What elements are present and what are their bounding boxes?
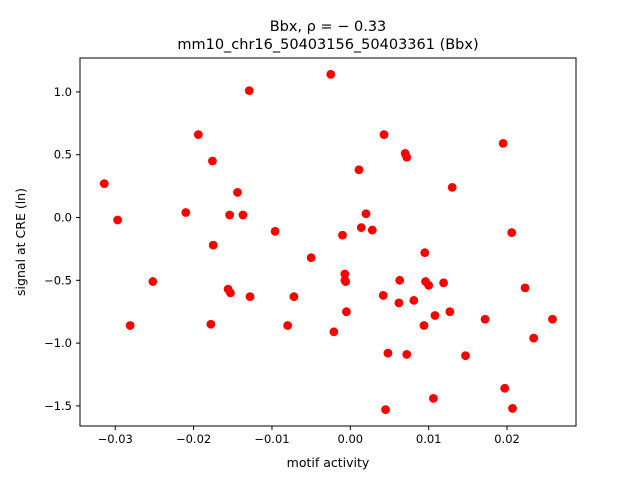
data-points — [99, 69, 557, 415]
data-point — [206, 319, 216, 329]
data-point — [244, 86, 254, 96]
data-point — [402, 350, 412, 359]
data-point — [306, 253, 316, 263]
data-point — [430, 311, 440, 320]
x-tick-label: −0.01 — [254, 432, 289, 446]
data-point — [125, 321, 135, 330]
data-point — [447, 182, 457, 192]
data-point — [420, 248, 430, 258]
plot-frame — [79, 57, 577, 427]
data-point — [356, 223, 366, 232]
data-point — [461, 351, 470, 361]
data-point — [270, 226, 280, 236]
y-tick-label: −1.5 — [44, 399, 72, 413]
data-point — [148, 277, 158, 286]
data-point — [394, 298, 404, 308]
data-point — [342, 307, 351, 317]
data-point — [381, 405, 390, 415]
data-point — [233, 187, 242, 197]
data-point — [529, 333, 539, 343]
data-point — [208, 240, 218, 250]
x-axis-label: motif activity — [287, 455, 370, 470]
data-point — [245, 292, 255, 302]
data-point — [226, 288, 235, 298]
data-point — [445, 307, 455, 317]
y-tick-label: −0.5 — [44, 273, 72, 287]
data-point — [383, 348, 393, 358]
x-tick-label: −0.03 — [98, 432, 133, 446]
data-point — [99, 179, 109, 189]
data-point — [340, 269, 350, 279]
chart-title-line2: mm10_chr16_50403156_50403361 (Bbx) — [177, 37, 478, 53]
y-tick-label: 0.0 — [54, 211, 72, 225]
data-point — [419, 321, 429, 330]
data-point — [326, 69, 336, 79]
data-point — [500, 383, 510, 393]
y-axis-ticks: −1.5 −1.0 −0.5 0.0 0.5 1.0 — [44, 85, 80, 413]
x-axis-ticks: −0.03 −0.02 −0.01 0.00 0.01 0.02 — [98, 426, 520, 446]
y-tick-label: −1.0 — [44, 336, 72, 350]
data-point — [225, 210, 235, 220]
data-point — [520, 283, 530, 293]
chart-title-line1: Bbx, ρ = − 0.33 — [270, 19, 387, 35]
data-point — [193, 130, 203, 140]
data-point — [208, 156, 217, 166]
data-point — [361, 209, 371, 219]
y-tick-label: 1.0 — [54, 85, 72, 99]
data-point — [181, 208, 191, 217]
x-tick-label: −0.02 — [176, 432, 211, 446]
data-point — [439, 278, 448, 288]
data-point — [289, 292, 299, 302]
data-point — [395, 275, 405, 285]
x-tick-label: 0.02 — [494, 432, 520, 446]
data-point — [113, 215, 123, 225]
data-point — [428, 393, 438, 403]
data-point — [409, 296, 419, 305]
x-tick-label: 0.00 — [338, 432, 364, 446]
data-point — [238, 210, 248, 220]
x-tick-label: 0.01 — [416, 432, 442, 446]
data-point — [402, 152, 412, 162]
data-point — [367, 225, 377, 235]
data-point — [341, 277, 351, 286]
data-point — [329, 327, 339, 337]
data-point — [378, 290, 388, 300]
data-point — [507, 228, 517, 237]
data-point — [338, 230, 347, 240]
data-point — [379, 130, 389, 140]
y-axis-label: signal at CRE (ln) — [13, 188, 28, 296]
data-point — [508, 404, 517, 413]
data-point — [480, 314, 490, 324]
y-tick-label: 0.5 — [54, 148, 72, 162]
data-point — [424, 280, 434, 290]
data-point — [354, 165, 364, 175]
data-point — [498, 139, 508, 148]
data-point — [283, 321, 293, 330]
data-point — [548, 314, 557, 324]
